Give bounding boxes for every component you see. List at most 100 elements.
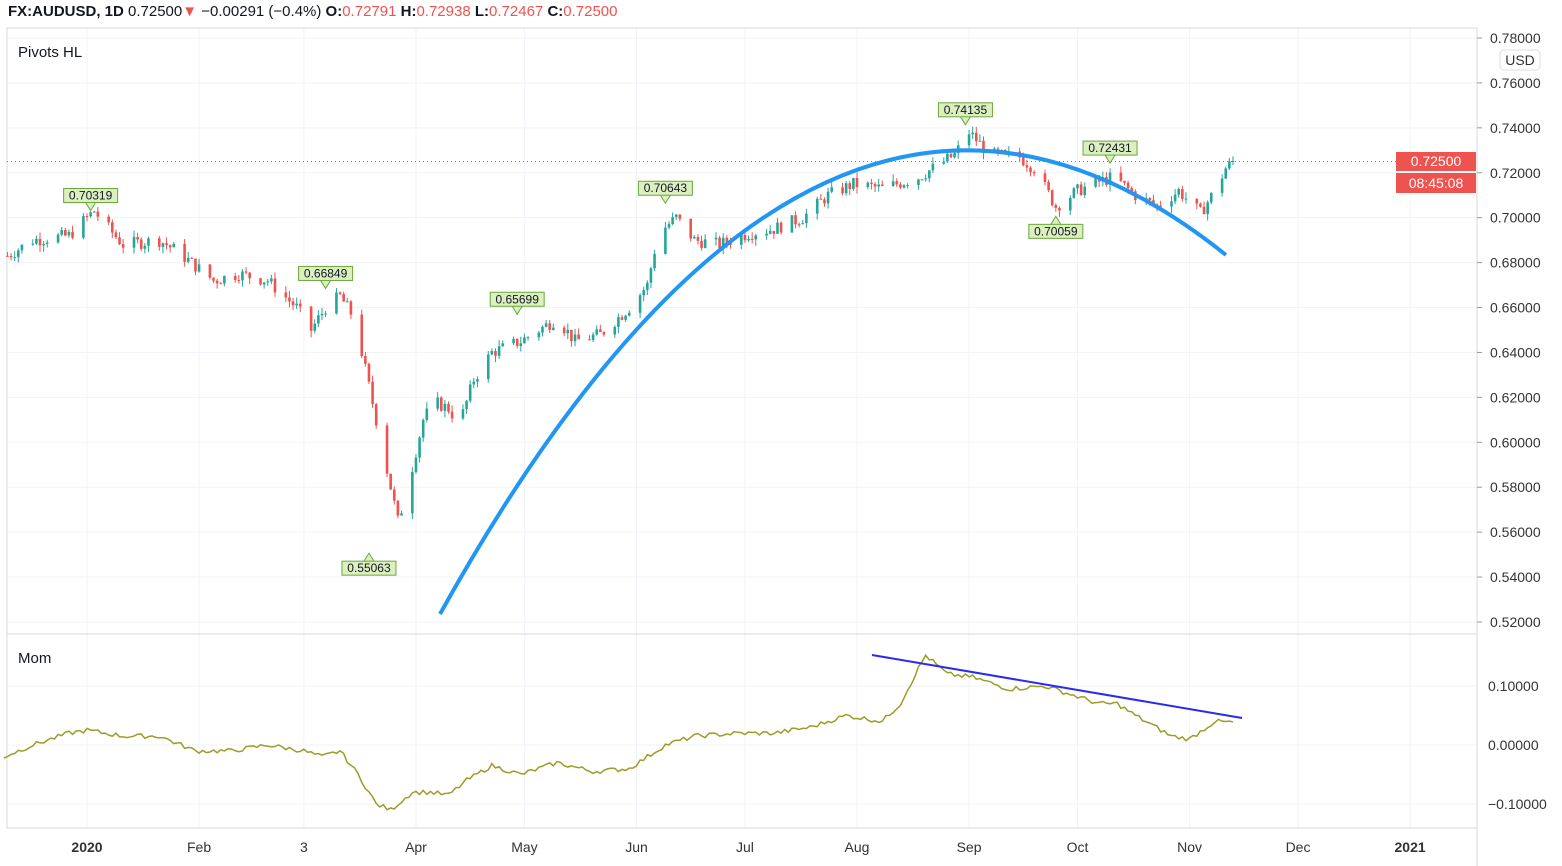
candle-body	[740, 234, 743, 245]
candle-body	[165, 243, 168, 246]
candle-body	[881, 184, 884, 186]
candle-body	[443, 403, 447, 411]
candle-body	[588, 339, 591, 341]
candle-body	[468, 384, 472, 401]
candle-body	[266, 281, 270, 283]
x-tick-label: Oct	[1067, 839, 1089, 855]
candle-body	[71, 231, 74, 238]
pivot-pointer	[511, 306, 523, 316]
pivot-labels: 0.70319 0.66849 0.55063 0.65699 0.70643 0.741…	[63, 102, 1138, 576]
candle-body	[1108, 172, 1112, 185]
candle-body	[9, 255, 13, 258]
candle-body	[754, 235, 758, 240]
y-tick-label: 0.66000	[1490, 300, 1541, 316]
candle-body	[1224, 168, 1228, 179]
currency-button[interactable]	[1499, 49, 1541, 71]
candle-body	[714, 237, 718, 240]
candle-body	[233, 276, 237, 281]
countdown-badge	[1396, 173, 1476, 193]
indicator-title-pivots[interactable]: Pivots HL	[18, 44, 82, 61]
candle-body	[877, 184, 880, 187]
candle-body	[613, 326, 617, 335]
candle-body	[566, 329, 570, 334]
arc-drawing[interactable]	[438, 148, 1228, 615]
candle-body	[667, 224, 671, 228]
candle-body	[92, 211, 96, 213]
price-axis[interactable]: 0.78000 0.76000 0.74000 0.72000 0.70000 0.680…	[1477, 30, 1547, 812]
x-tick-label: 3	[300, 839, 308, 855]
candle-body	[953, 152, 956, 158]
candle-body	[1195, 198, 1199, 204]
candle-body	[60, 230, 63, 235]
candle-body	[418, 437, 421, 458]
candle-body	[1032, 172, 1036, 174]
candle-body	[389, 473, 392, 490]
candle-body	[147, 238, 150, 246]
candle-body	[436, 397, 439, 409]
candle-body	[349, 301, 353, 315]
candle-body	[392, 489, 396, 501]
high-label: H:	[400, 3, 417, 20]
candle-body	[298, 303, 302, 307]
candle-body	[617, 317, 620, 327]
candle-body	[1025, 165, 1029, 168]
candle-body	[776, 222, 779, 234]
candle-body	[718, 237, 721, 249]
candle-body	[1054, 205, 1058, 208]
candle-body	[360, 314, 364, 357]
y-tick-label: 0.78000	[1490, 30, 1541, 46]
candle-body	[899, 184, 902, 188]
candle-body	[700, 240, 703, 248]
candle-body	[917, 179, 920, 186]
candle-body	[1199, 203, 1202, 207]
price-badge	[1396, 152, 1476, 171]
candle-body	[649, 268, 653, 283]
x-tick-label: Jun	[625, 839, 648, 855]
candle-body	[646, 282, 649, 291]
candle-body	[779, 222, 783, 233]
pivot-label: 0.65699	[495, 292, 539, 306]
candle-body	[595, 329, 599, 335]
candle-body	[42, 243, 45, 246]
candle-body	[750, 238, 754, 240]
candle-body	[512, 338, 515, 344]
price-badge-text: 0.72500	[1411, 153, 1462, 169]
candle-body	[248, 272, 251, 279]
candle-body	[602, 332, 606, 335]
candle-body	[541, 326, 544, 333]
indicator-title-mom[interactable]: Mom	[18, 650, 51, 667]
candle-body	[56, 234, 60, 243]
candle-body	[942, 161, 946, 164]
time-axis[interactable]: 2020 Feb 3 Apr May Jun Jul Aug Sep Oct Nov Dec 2021	[71, 839, 1425, 855]
y-tick-label: 0.58000	[1490, 479, 1541, 495]
candle-body	[971, 132, 974, 135]
candle-body	[215, 280, 219, 284]
candle-body	[638, 295, 642, 313]
last-price: 0.72500	[128, 3, 183, 20]
candle-body	[476, 379, 479, 382]
candle-body	[143, 245, 147, 249]
candles	[6, 126, 1235, 520]
candle-body	[342, 293, 345, 302]
symbol-name[interactable]: FX:AUDUSD, 1D	[8, 3, 124, 20]
y-tick-label: 0.74000	[1490, 120, 1541, 136]
trend-line[interactable]	[871, 654, 1243, 719]
x-tick-label: 2020	[71, 839, 102, 855]
candle-body	[1072, 188, 1076, 198]
candle-body	[591, 334, 595, 340]
candle-body	[259, 278, 262, 285]
candle-body	[721, 237, 725, 249]
down-arrow-icon: ▼	[182, 3, 198, 20]
close-value: 0.72500	[563, 3, 618, 20]
candle-body	[501, 343, 505, 347]
candle-body	[20, 244, 24, 251]
candle-body	[967, 134, 971, 146]
price-change: −0.00291 (−0.4%)	[201, 3, 322, 20]
candle-body	[273, 278, 277, 293]
candle-body	[1119, 172, 1123, 181]
candle-body	[852, 177, 855, 189]
open-label: O:	[325, 3, 343, 20]
candle-body	[396, 500, 400, 516]
candle-body	[805, 213, 808, 224]
